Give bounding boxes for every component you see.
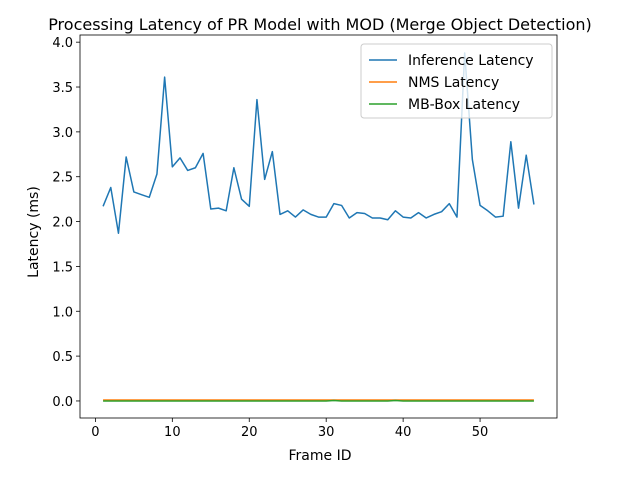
y-tick-label: 1.0: [52, 305, 73, 320]
chart-title: Processing Latency of PR Model with MOD …: [48, 15, 592, 34]
legend-label-1: NMS Latency: [408, 75, 499, 91]
x-tick-label: 50: [472, 425, 489, 440]
y-tick-label: 3.0: [52, 126, 73, 141]
legend-label-2: MB-Box Latency: [408, 97, 520, 113]
y-tick-label: 2.5: [52, 171, 73, 186]
y-axis-label: Latency (ms): [26, 186, 42, 278]
y-tick-label: 0.5: [52, 350, 73, 365]
x-tick-label: 20: [241, 425, 258, 440]
legend: Inference Latency NMS Latency MB-Box Laten…: [361, 44, 552, 118]
x-tick-label: 0: [91, 425, 99, 440]
y-tick-label: 1.5: [52, 260, 73, 275]
y-tick-label: 4.0: [52, 36, 73, 51]
x-tick-label: 30: [318, 425, 335, 440]
y-tick-label: 0.0: [52, 395, 73, 410]
y-tick-label: 2.0: [52, 216, 73, 231]
x-tick-label: 10: [164, 425, 181, 440]
y-tick-label: 3.5: [52, 81, 73, 96]
x-axis-label: Frame ID: [289, 448, 352, 464]
x-tick-label: 40: [395, 425, 412, 440]
legend-label-0: Inference Latency: [408, 53, 534, 69]
